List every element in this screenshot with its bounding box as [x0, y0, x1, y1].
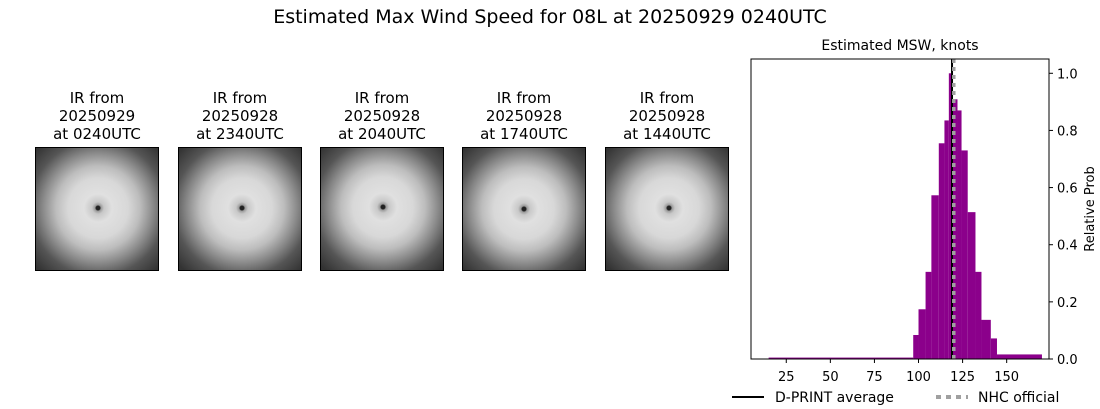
histogram-bar	[944, 120, 949, 359]
ir-label-time: at 1440UTC	[623, 125, 711, 143]
ir-label-label-line1: IR from	[212, 89, 268, 107]
ir-satellite-image	[35, 147, 159, 271]
plot-frame	[750, 58, 1050, 360]
histogram-bar	[918, 309, 926, 359]
ir-label-time: at 2340UTC	[196, 125, 284, 143]
ir-label-label-line1: IR from	[639, 89, 695, 107]
ir-satellite-image	[605, 147, 729, 271]
y-tick-label: 0.6	[1057, 182, 1078, 197]
y-tick-label: 0.4	[1057, 239, 1078, 254]
histogram-bar	[931, 195, 939, 359]
histogram-bar	[975, 271, 982, 359]
ir-label-label-line1: IR from	[69, 89, 125, 107]
legend-dprint-label: D-PRINT average	[775, 390, 894, 406]
legend-nhc-label: NHC official	[978, 390, 1059, 406]
x-tick-label: 50	[822, 370, 839, 385]
y-tick-label: 0.2	[1057, 296, 1078, 311]
histogram-bar	[957, 110, 962, 359]
y-tick-label: 0.0	[1057, 353, 1078, 368]
y-tick-label: 1.0	[1057, 67, 1078, 82]
histogram-bar	[967, 212, 976, 359]
y-tick-label: 0.8	[1057, 124, 1078, 139]
ir-label-label-line1: IR from	[354, 89, 410, 107]
histogram-bar	[961, 150, 968, 359]
ir-label-date: 20250928	[343, 107, 421, 125]
y-axis-label: Relative Prob	[1083, 166, 1098, 251]
ir-label-time: at 2040UTC	[338, 125, 426, 143]
histogram-bar	[768, 357, 914, 359]
ir-label-label-line1: IR from	[496, 89, 552, 107]
ir-label-time: at 0240UTC	[53, 125, 141, 143]
x-tick-label: 100	[906, 370, 931, 385]
ir-image-label: IR from 20250928 at 1740UTC	[454, 89, 594, 143]
histogram-bar	[948, 73, 953, 360]
x-tick-label: 125	[950, 370, 975, 385]
ir-image-label: IR from 20250929 at 0240UTC	[27, 89, 167, 143]
ir-label-time: at 1740UTC	[480, 125, 568, 143]
ir-satellite-image	[462, 147, 586, 271]
ir-image-label: IR from 20250928 at 2040UTC	[312, 89, 452, 143]
histogram-bar	[925, 271, 932, 359]
ir-satellite-image	[178, 147, 302, 271]
ir-satellite-image	[320, 147, 444, 271]
histogram-bar	[913, 335, 919, 359]
ir-label-date: 20250928	[628, 107, 706, 125]
ir-label-date: 20250928	[201, 107, 279, 125]
histogram-bar	[981, 319, 991, 359]
x-tick-label: 150	[994, 370, 1019, 385]
histogram-bar	[938, 143, 945, 359]
ir-image-label: IR from 20250928 at 2340UTC	[170, 89, 310, 143]
x-tick-label: 75	[866, 370, 883, 385]
x-tick-label: 25	[778, 370, 795, 385]
histogram-bar	[996, 354, 1042, 359]
ir-label-date: 20250928	[485, 107, 563, 125]
ir-image-label: IR from 20250928 at 1440UTC	[597, 89, 737, 143]
figure-title: Estimated Max Wind Speed for 08L at 2025…	[273, 6, 827, 28]
histogram-bar	[990, 338, 997, 359]
ir-label-date: 20250929	[58, 107, 136, 125]
chart-title: Estimated MSW, knots	[821, 38, 978, 54]
